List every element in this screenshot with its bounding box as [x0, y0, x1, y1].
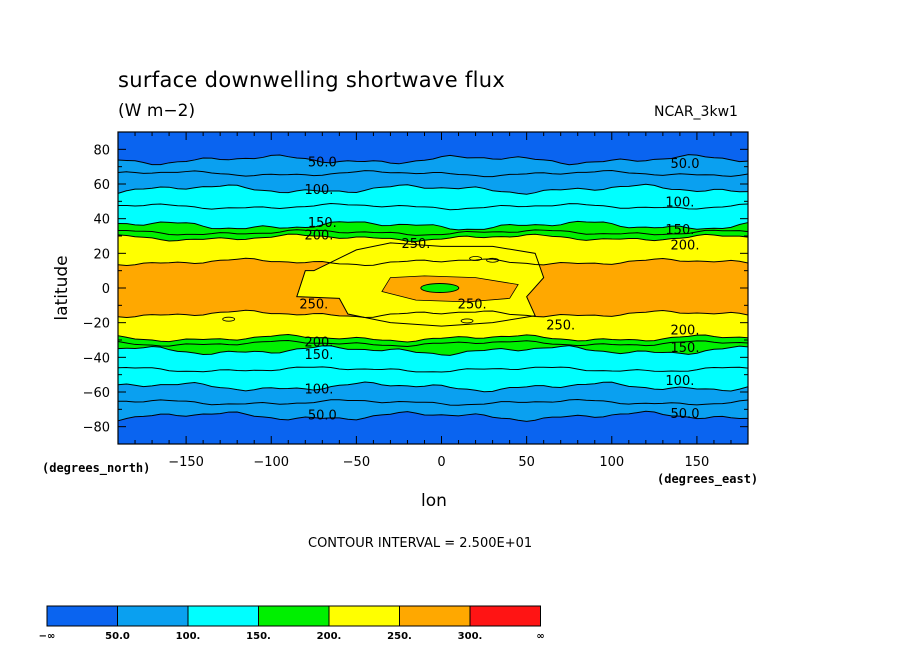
- y-tick-label-4: 0: [102, 282, 110, 297]
- contour-line-south-3: [117, 333, 749, 343]
- colorbar-label-5: 250.: [387, 631, 412, 642]
- contour-label-3: 100.: [665, 195, 694, 210]
- contour-label-2: 100.: [304, 183, 333, 198]
- chart-units: (W m−2): [118, 101, 196, 121]
- colorbar-label-6: 300.: [458, 631, 483, 642]
- equatorial-features: [222, 242, 545, 327]
- x-tick-label-4: 50: [518, 455, 535, 470]
- colorbar-swatch-5: [399, 605, 471, 627]
- colorbar-label-0: −∞: [39, 631, 56, 642]
- x-axis-label: lon: [421, 491, 447, 511]
- contour-label-13: 200.: [304, 336, 333, 351]
- green-blob: [420, 283, 460, 293]
- contour-label-12: 200.: [671, 324, 700, 339]
- model-label: NCAR_3kw1: [654, 104, 738, 120]
- colorbar-swatch-0: [46, 605, 118, 627]
- colorbar-swatch-2: [187, 605, 259, 627]
- contour-line-south-1: [117, 381, 749, 393]
- colorbar-label-2: 100.: [176, 631, 201, 642]
- contour-label-16: 100.: [665, 374, 694, 389]
- contour-label-17: 100.: [304, 383, 333, 398]
- contour-line-north-extra-2: [117, 229, 749, 236]
- contour-label-18: 50.0: [308, 409, 337, 424]
- contour-line-south-4: [117, 309, 749, 319]
- contour-line-north-extra-0: [117, 170, 749, 178]
- colorbar-label-3: 150.: [246, 631, 271, 642]
- contour-label-11: 250.: [546, 318, 575, 333]
- contour-line-south-extra-1: [117, 366, 749, 373]
- contour-line-north-3: [117, 233, 749, 242]
- contour-line-north-extra-1: [117, 202, 749, 211]
- y-axis-units: (degrees_north): [42, 461, 151, 475]
- colorbar-label-1: 50.0: [105, 631, 130, 642]
- chart-title: surface downwelling shortwave flux: [118, 68, 506, 92]
- contour-label-10: 250.: [458, 298, 487, 313]
- y-tick-label-5: −20: [83, 317, 110, 332]
- y-axis-ticks: 80 60 40 20 0 −20 −40 −60 −80: [83, 131, 748, 445]
- x-tick-label-1: −100: [253, 455, 289, 470]
- y-tick-label-8: −80: [83, 421, 110, 436]
- x-tick-label-2: −50: [343, 455, 370, 470]
- x-tick-label-6: 150: [685, 455, 710, 470]
- contour-label-14: 150.: [671, 341, 700, 356]
- contour-label-7: 200.: [671, 239, 700, 254]
- colorbar-swatch-1: [117, 605, 189, 627]
- contour-line-south-2: [117, 345, 749, 356]
- x-tick-label-5: 100: [599, 455, 624, 470]
- contour-label-15: 150.: [304, 348, 333, 363]
- y-tick-label-3: 20: [93, 247, 110, 262]
- contour-line-south-extra-2: [117, 339, 749, 348]
- x-axis-ticks: −150 −100 −50 0 50 100 150: [134, 132, 732, 470]
- contour-island-1: [460, 318, 474, 324]
- x-tick-label-3: 0: [437, 455, 445, 470]
- colorbar-swatch-3: [258, 605, 330, 627]
- contour-line-south-0: [117, 410, 749, 422]
- colorbar-swatch-4: [328, 605, 400, 627]
- contour-island-0: [222, 316, 236, 322]
- colorbar: −∞ 50.0 100. 150. 200. 250. 300. ∞: [39, 605, 545, 642]
- x-tick-label-0: −150: [168, 455, 204, 470]
- colorbar-swatch-6: [469, 605, 541, 627]
- y-tick-label-6: −40: [83, 351, 110, 366]
- contour-label-9: 250.: [299, 298, 328, 313]
- y-tick-label-1: 60: [93, 178, 110, 193]
- contour-label-6: 200.: [304, 228, 333, 243]
- contour-line-north-0: [117, 154, 749, 166]
- x-axis-units: (degrees_east): [657, 472, 759, 486]
- contour-label-4: 150.: [308, 216, 337, 231]
- contour-lines: [117, 154, 749, 422]
- contour-interval: CONTOUR INTERVAL = 2.500E+01: [308, 536, 533, 551]
- contour-label-1: 50.0: [671, 157, 700, 172]
- colorbar-label-7: ∞: [536, 631, 544, 642]
- y-tick-label-2: 40: [93, 213, 110, 228]
- contour-line-north-1: [117, 183, 749, 195]
- contour-line-north-4: [117, 257, 749, 267]
- colorbar-label-4: 200.: [317, 631, 342, 642]
- contour-line-south-extra-0: [117, 399, 749, 406]
- y-tick-label-7: −60: [83, 386, 110, 401]
- contour-line-north-2: [117, 220, 749, 231]
- contour-label-5: 150.: [665, 223, 694, 238]
- contour-label-0: 50.0: [308, 155, 337, 170]
- y-tick-label-0: 80: [93, 143, 110, 158]
- contour-label-8: 250.: [401, 237, 430, 252]
- contour-label-19: 50.0: [671, 407, 700, 422]
